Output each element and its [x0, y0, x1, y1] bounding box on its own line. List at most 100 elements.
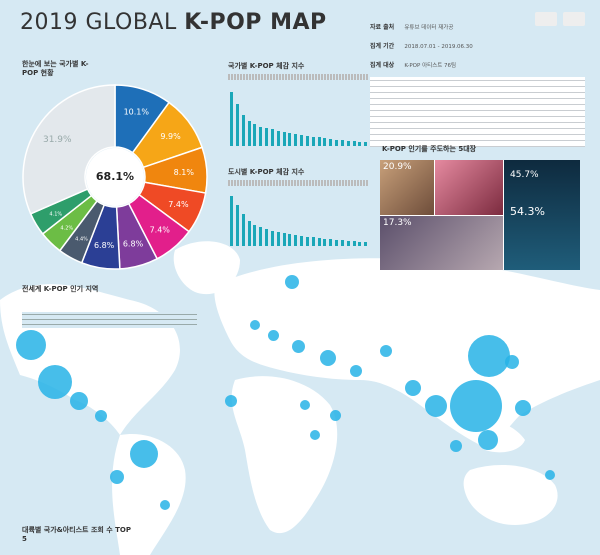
bar — [241, 114, 245, 146]
photo-panel: 20.9% 17.3% 45.7% 54.3% — [380, 160, 580, 270]
city-index-desc — [228, 180, 368, 186]
donut-slice-label: 4.2% — [60, 225, 73, 231]
bar — [288, 234, 292, 246]
donut-chart: 10.1% 9.9% 8.1% 7.4% 7.4% 6.8% 6.8% 4.4%4.2% 4.1… — [22, 84, 208, 270]
title-bold: K-POP MAP — [184, 10, 327, 35]
source-key: 자료 출처 — [370, 24, 395, 31]
donut-slice-label: 9.9% — [160, 132, 181, 141]
bar — [282, 233, 286, 246]
eurasia-land — [214, 258, 600, 446]
map-bubble — [250, 320, 260, 330]
city-bar-chart — [230, 192, 370, 248]
target-key: 집계 대상 — [370, 62, 395, 69]
donut-slice-label: 7.4% — [150, 226, 171, 235]
bar — [323, 137, 327, 146]
period-key: 집계 기간 — [370, 43, 395, 50]
world-map — [0, 241, 600, 555]
continent-heading: 대륙별 국가&아티스트 조회 수 TOP 5 — [22, 526, 131, 543]
bar — [270, 230, 274, 246]
map-bubble — [380, 345, 392, 357]
bar — [230, 92, 233, 146]
period-value: 2018.07.01 - 2019.06.30 — [404, 44, 473, 50]
australia-land — [463, 465, 558, 525]
bar — [305, 236, 309, 246]
logo-icon — [563, 12, 585, 26]
bar — [230, 196, 233, 246]
bar — [259, 126, 263, 146]
photos-heading: K-POP 인기를 주도하는 5대장 — [382, 145, 477, 153]
bar — [340, 140, 344, 146]
bar — [352, 241, 356, 246]
map-bubble — [160, 500, 170, 510]
bar — [265, 128, 268, 146]
world-heading: 전세계 K-POP 인기 지역 — [22, 285, 99, 293]
bar — [311, 136, 315, 146]
city-index-heading: 도시별 K-POP 체감 지수 — [228, 168, 305, 176]
bar — [340, 240, 344, 246]
photo-4: 45.7% 54.3% — [504, 160, 580, 270]
source-value: 유튜브 데이터 재가공 — [404, 25, 454, 31]
bar — [317, 238, 321, 246]
bar — [358, 241, 362, 246]
bar — [235, 205, 239, 246]
map-bubble — [130, 440, 158, 468]
south-america-land — [112, 434, 186, 555]
donut-slice-label: 31.9% — [43, 135, 72, 145]
donut-slice-label: 4.4% — [75, 236, 88, 242]
bar — [265, 229, 268, 246]
bar — [247, 120, 251, 146]
bar — [364, 242, 368, 246]
bar — [300, 235, 303, 246]
bar — [364, 142, 368, 146]
bar — [346, 240, 350, 246]
map-bubble — [310, 430, 320, 440]
country-bar-chart — [230, 88, 370, 148]
map-bubble — [285, 275, 299, 289]
bar — [305, 135, 309, 146]
world-desc — [22, 312, 197, 328]
bar — [294, 134, 298, 146]
bar — [329, 138, 333, 146]
photo-1: 20.9% — [380, 160, 434, 215]
bar — [276, 232, 280, 246]
map-bubble — [225, 395, 237, 407]
artist-list — [370, 77, 585, 147]
map-bubble — [292, 340, 305, 353]
map-bubble — [16, 330, 46, 360]
map-bubble — [505, 355, 519, 369]
photo-5-label: 54.3% — [510, 205, 545, 218]
map-bubble — [300, 400, 310, 410]
map-bubble — [478, 430, 498, 450]
donut-hole — [86, 148, 144, 206]
donut-slice-label: 4.1% — [49, 211, 62, 217]
photo-3-label: 17.3% — [383, 218, 412, 228]
map-bubble — [515, 400, 531, 416]
bar — [253, 224, 257, 246]
bar — [335, 139, 338, 146]
bar — [235, 103, 239, 146]
map-bubble — [70, 392, 88, 410]
photo-3: 17.3% — [380, 216, 503, 270]
bar — [352, 141, 356, 146]
donut-slice — [22, 84, 116, 215]
donut-slice-label: 7.4% — [168, 200, 189, 209]
map-bubble — [330, 410, 341, 421]
map-bubble — [320, 350, 336, 366]
bar — [270, 129, 274, 146]
bar — [276, 130, 280, 146]
map-bubble — [425, 395, 447, 417]
greenland-land — [173, 241, 240, 295]
bar — [329, 239, 333, 246]
bar — [259, 227, 263, 246]
logo-row — [535, 12, 585, 26]
bar — [288, 133, 292, 146]
donut-slice-label: 8.1% — [174, 168, 195, 177]
map-bubble — [110, 470, 124, 484]
map-bubble — [350, 365, 362, 377]
map-bubble — [268, 330, 279, 341]
donut-slice-label: 6.8% — [123, 240, 144, 249]
bar — [300, 135, 303, 146]
page-title: 2019 GLOBAL K-POP MAP — [20, 10, 327, 35]
bar — [358, 141, 362, 146]
donut-slice-label: 6.8% — [94, 241, 115, 250]
